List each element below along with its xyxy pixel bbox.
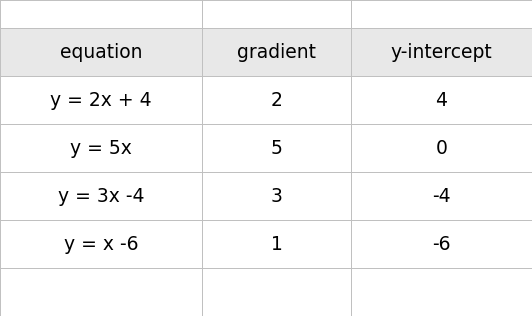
Bar [0,0,202,28]
Bar [0,220,202,268]
Text: gradient: gradient [237,42,316,62]
Text: y = 5x: y = 5x [70,138,132,157]
Text: 2: 2 [271,90,282,110]
Bar [202,220,351,268]
Text: y = x -6: y = x -6 [64,234,138,253]
Text: 1: 1 [271,234,282,253]
Text: y-intercept: y-intercept [390,42,493,62]
Text: 5: 5 [271,138,282,157]
Bar [351,124,532,172]
Bar [351,172,532,220]
Bar [351,28,532,76]
Bar [0,28,202,76]
Bar [0,172,202,220]
Text: -6: -6 [433,234,451,253]
Bar [202,172,351,220]
Bar [0,124,202,172]
Text: equation: equation [60,42,143,62]
Text: y = 2x + 4: y = 2x + 4 [50,90,152,110]
Text: 4: 4 [436,90,447,110]
Bar [0,76,202,124]
Text: -4: -4 [432,186,451,205]
Bar [202,28,351,76]
Bar [0,268,202,316]
Text: y = 3x -4: y = 3x -4 [58,186,144,205]
Bar [202,0,351,28]
Bar [351,76,532,124]
Text: 0: 0 [436,138,447,157]
Bar [351,220,532,268]
Bar [202,268,351,316]
Text: 3: 3 [271,186,282,205]
Bar [351,268,532,316]
Bar [202,124,351,172]
Bar [351,0,532,28]
Bar [202,76,351,124]
